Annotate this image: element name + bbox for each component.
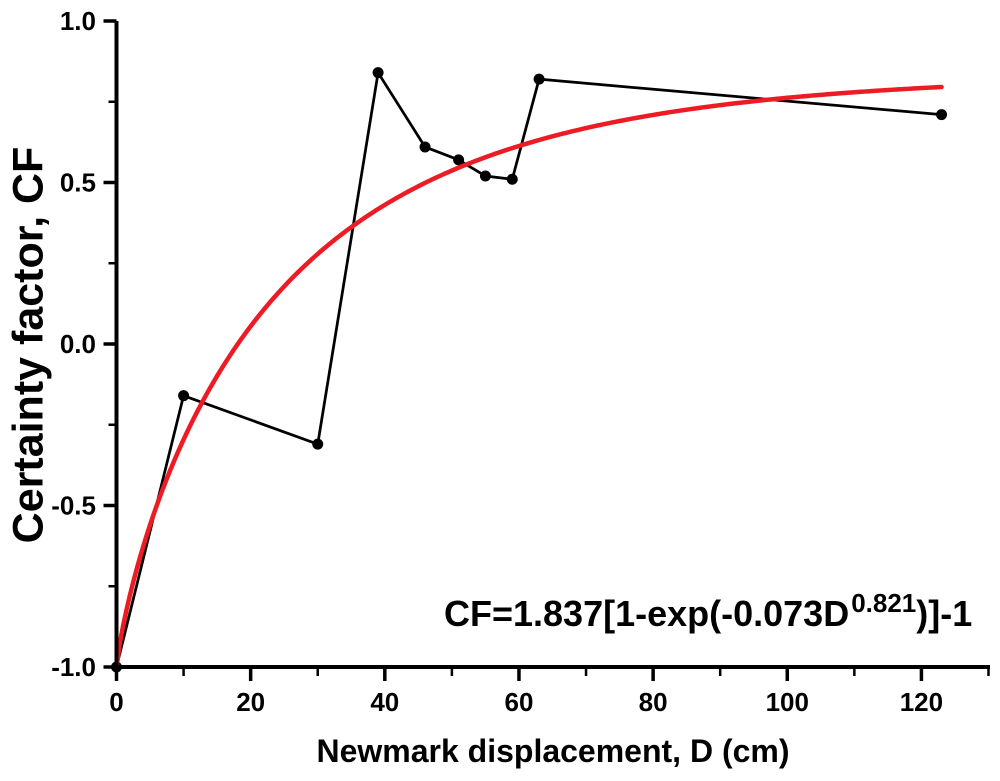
fit-curve [114, 84, 944, 670]
x-tick-label: 100 [766, 687, 809, 717]
x-tick-label: 0 [109, 687, 123, 717]
y-axis-title: Certainty factor, CF [4, 146, 53, 544]
data-point-marker [936, 109, 948, 121]
y-tick-label: -1.0 [51, 652, 96, 682]
data-point-marker [178, 390, 190, 402]
y-tick-label: 0.0 [60, 329, 96, 359]
equation-prefix: CF=1.837[1-exp(-0.073D [444, 593, 850, 634]
x-tick-label: 60 [505, 687, 534, 717]
x-tick-label: 120 [900, 687, 943, 717]
equation-exponent: 0.821 [851, 588, 917, 618]
x-tick-label: 20 [236, 687, 265, 717]
data-point-marker [419, 141, 431, 153]
y-tick-label: -0.5 [51, 491, 96, 521]
data-series-line [115, 68, 942, 668]
x-tick-label: 80 [639, 687, 668, 717]
y-tick-label: 1.0 [60, 6, 96, 36]
data-point-marker [312, 438, 324, 450]
data-point-marker [506, 173, 518, 185]
data-point-marker [479, 170, 491, 182]
data-point-marker [453, 154, 465, 166]
y-tick-label: 0.5 [60, 168, 96, 198]
equation-suffix: )]-1 [916, 593, 973, 634]
fit-equation-annotation: CF=1.837[1-exp(-0.073D0.821)]-1 [444, 588, 972, 635]
data-point-marker [372, 67, 384, 79]
x-tick-label: 40 [370, 687, 399, 717]
x-axis-title: Newmark displacement, D (cm) [316, 733, 790, 769]
data-point-marker [533, 73, 545, 85]
